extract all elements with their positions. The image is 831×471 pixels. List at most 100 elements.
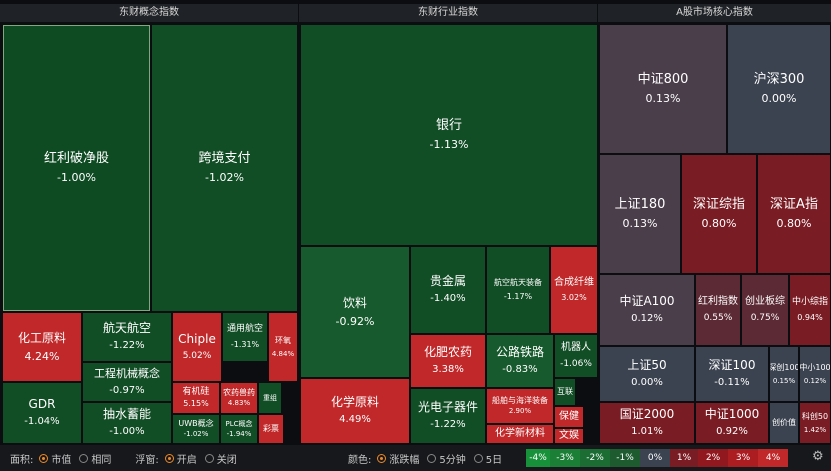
color-option-5day[interactable]: 5日 bbox=[473, 451, 502, 466]
color-option-change[interactable]: 涨跌幅 bbox=[377, 451, 419, 466]
tile-change: 0.55% bbox=[703, 312, 733, 323]
treemap-tile[interactable]: 创业板综 0.75% bbox=[741, 274, 789, 346]
treemap-tile[interactable]: 上证50 0.00% bbox=[599, 346, 695, 402]
tile-name: GDR bbox=[28, 397, 56, 412]
tile-name: 深创100 bbox=[769, 362, 799, 372]
treemap-tile[interactable]: 中小100 0.12% bbox=[799, 346, 831, 402]
color-legend: -4% -3% -2% -1% 0% 1% 2% 3% 4% bbox=[526, 449, 788, 467]
tile-change: -1.02% bbox=[205, 171, 244, 185]
treemap-tile[interactable]: 化学原料 4.49% bbox=[300, 378, 410, 444]
treemap-tile[interactable]: 重组 bbox=[258, 382, 282, 414]
tile-change: -1.04% bbox=[24, 416, 60, 428]
tile-name: 深证综指 bbox=[692, 197, 745, 212]
treemap-tile[interactable]: 公路铁路 -0.83% bbox=[486, 334, 554, 388]
tile-change: 3.02% bbox=[561, 293, 587, 303]
tile-change: -1.02% bbox=[183, 430, 209, 439]
color-option-5min[interactable]: 5分钟 bbox=[427, 451, 466, 466]
treemap-tile[interactable]: 航空航天装备 -1.17% bbox=[486, 246, 550, 334]
treemap-tile[interactable]: GDR -1.04% bbox=[2, 382, 82, 444]
tile-name: Chiple bbox=[178, 331, 216, 346]
treemap-tile[interactable]: PLC概念 -1.94% bbox=[220, 414, 258, 444]
legend-swatch: 1% bbox=[670, 449, 698, 467]
treemap-tile[interactable]: UWB概念 -1.02% bbox=[172, 414, 220, 444]
treemap-tile[interactable]: 红利指数 0.55% bbox=[695, 274, 741, 346]
float-option-off[interactable]: 关闭 bbox=[204, 451, 237, 466]
area-option-market-cap[interactable]: 市值 bbox=[39, 451, 71, 466]
treemap-tile[interactable]: 中证800 0.13% bbox=[599, 24, 727, 154]
treemap-tile[interactable]: 农药兽药 4.83% bbox=[220, 382, 258, 414]
tile-name: 中证1000 bbox=[704, 407, 760, 422]
treemap-tile[interactable]: 抽水蓄能 -1.00% bbox=[82, 402, 172, 444]
gear-icon[interactable]: ⚙ bbox=[812, 449, 824, 464]
treemap-tile[interactable]: 上证180 0.13% bbox=[599, 154, 681, 274]
treemap-tile[interactable]: 饮料 -0.92% bbox=[300, 246, 410, 378]
treemap-tile[interactable]: 化肥农药 3.38% bbox=[410, 334, 486, 388]
treemap-tile[interactable]: 机器人 -1.06% bbox=[554, 334, 598, 378]
tile-name: 互联 bbox=[557, 387, 573, 396]
treemap-tile[interactable]: 深创100 0.15% bbox=[769, 346, 799, 402]
treemap-tile[interactable]: 深证综指 0.80% bbox=[681, 154, 757, 274]
legend-swatch: 3% bbox=[728, 449, 758, 467]
tile-change: -0.83% bbox=[502, 364, 538, 376]
treemap-tile[interactable]: 环氧 4.84% bbox=[268, 312, 298, 382]
area-option-equal[interactable]: 相同 bbox=[79, 451, 111, 466]
tile-change: 0.92% bbox=[716, 426, 748, 438]
treemap-tile[interactable]: 有机硅 5.15% bbox=[172, 382, 220, 414]
radio-icon bbox=[473, 453, 483, 463]
treemap-tile[interactable]: 跨境支付 -1.02% bbox=[151, 24, 298, 312]
tile-change: 4.49% bbox=[339, 414, 371, 426]
treemap-tile[interactable]: 红利破净股 -1.00% bbox=[2, 24, 151, 312]
tile-name: 有机硅 bbox=[182, 386, 210, 397]
tile-name: 中小综指 bbox=[791, 297, 828, 308]
treemap-tile[interactable]: 中证1000 0.92% bbox=[695, 402, 769, 444]
tile-change: -0.97% bbox=[109, 384, 145, 396]
tile-change: 0.00% bbox=[631, 377, 663, 389]
legend-swatch: -4% bbox=[526, 449, 550, 467]
treemap-tile[interactable]: 中小综指 0.94% bbox=[789, 274, 831, 346]
tile-change: -0.92% bbox=[335, 314, 375, 328]
legend-swatch: -2% bbox=[580, 449, 610, 467]
float-group: 浮窗: 开启 关闭 bbox=[135, 451, 244, 466]
treemap-tile[interactable]: 国证2000 1.01% bbox=[599, 402, 695, 444]
treemap-tile[interactable]: 船舶与海洋装备 2.90% bbox=[486, 388, 554, 424]
treemap-tile[interactable]: 科创50 1.42% bbox=[799, 402, 831, 444]
treemap-tile[interactable]: 化学新材料 bbox=[486, 424, 554, 444]
tile-name: 红利指数 bbox=[698, 296, 738, 308]
treemap-tile[interactable]: 合成纤维 3.02% bbox=[550, 246, 598, 334]
treemap-tile[interactable]: 深证A指 0.80% bbox=[757, 154, 831, 274]
tile-name: PLC概念 bbox=[225, 419, 253, 428]
legend-swatch: 2% bbox=[698, 449, 728, 467]
treemap-tile[interactable]: 保健 bbox=[554, 406, 584, 428]
tile-change: 0.12% bbox=[803, 376, 827, 385]
tile-name: 中证800 bbox=[637, 72, 689, 87]
legend-swatch: 4% bbox=[758, 449, 788, 467]
treemap-tile[interactable]: 航天航空 -1.22% bbox=[82, 312, 172, 362]
tile-change: 0.13% bbox=[645, 92, 681, 106]
treemap-tile[interactable]: 互联 bbox=[554, 378, 576, 406]
legend-swatch: 0% bbox=[640, 449, 670, 467]
tile-change: 5.15% bbox=[183, 399, 209, 409]
treemap-tile[interactable]: 深证100 -0.11% bbox=[695, 346, 769, 402]
treemap-tile[interactable]: 工程机械概念 -0.97% bbox=[82, 362, 172, 402]
treemap-tile[interactable]: 化工原料 4.24% bbox=[2, 312, 82, 382]
treemap-tile[interactable]: 银行 -1.13% bbox=[300, 24, 598, 246]
tile-change: -1.31% bbox=[230, 339, 260, 349]
tile-change: 3.38% bbox=[432, 364, 464, 376]
treemap-tile[interactable]: Chiple 5.02% bbox=[172, 312, 222, 382]
tile-name: 红利破净股 bbox=[43, 151, 109, 166]
treemap-tile[interactable]: 创价值 bbox=[769, 402, 799, 444]
tile-name: 深证A指 bbox=[770, 197, 818, 212]
tile-change: -1.22% bbox=[109, 340, 145, 352]
treemap-tile[interactable]: 贵金属 -1.40% bbox=[410, 246, 486, 334]
radio-icon bbox=[204, 453, 214, 463]
treemap-tile[interactable]: 文娱 bbox=[554, 428, 584, 444]
treemap-tile[interactable]: 光电子器件 -1.22% bbox=[410, 388, 486, 444]
tile-name: 航空航天装备 bbox=[494, 278, 542, 287]
treemap-tile[interactable]: 中证A100 0.12% bbox=[599, 274, 695, 346]
treemap-tile[interactable]: 彩票 bbox=[258, 414, 284, 444]
area-label: 面积: bbox=[10, 454, 34, 466]
float-option-on[interactable]: 开启 bbox=[164, 451, 197, 466]
treemap-tile[interactable]: 通用航空 -1.31% bbox=[222, 312, 268, 362]
tile-change: 0.15% bbox=[772, 376, 796, 385]
treemap-tile[interactable]: 沪深300 0.00% bbox=[727, 24, 831, 154]
